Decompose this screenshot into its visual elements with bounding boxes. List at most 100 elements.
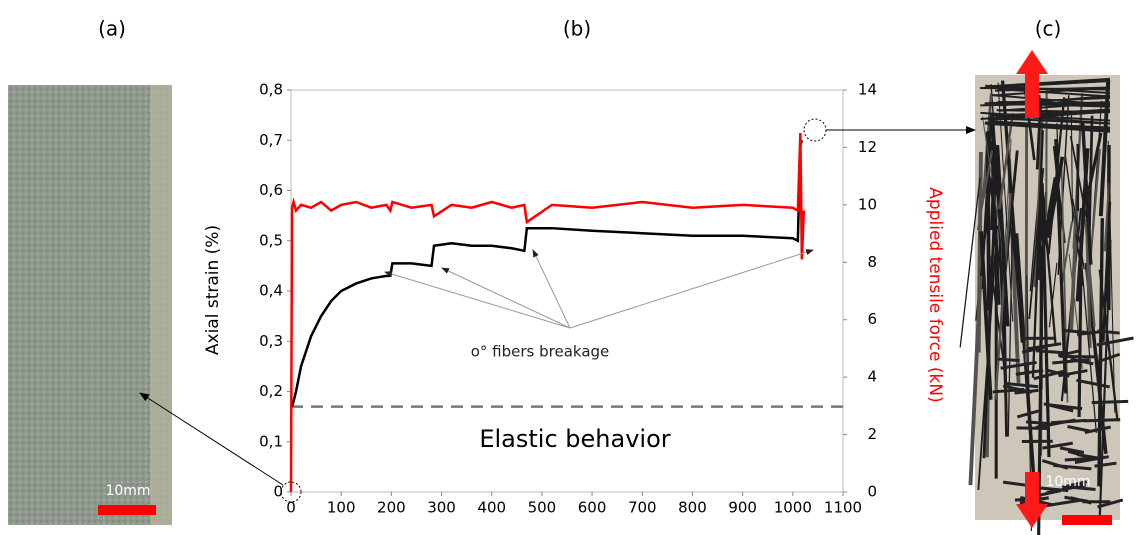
fiber (1070, 496, 1092, 505)
fiber (998, 113, 1014, 210)
y-tick-label: 0,5 (259, 231, 283, 249)
x-tick-label: 100 (327, 499, 356, 517)
fiber (1042, 498, 1082, 508)
panel-label: (c) (1035, 17, 1062, 41)
y-tick-label: 0 (273, 483, 283, 501)
fiber (1042, 441, 1074, 450)
photo-a (8, 85, 172, 525)
y2-axis-label: Applied tensile force (kN) (925, 187, 945, 402)
fiber (1057, 349, 1080, 358)
fiber (1084, 218, 1096, 328)
fiber (980, 86, 1111, 91)
x-tick-label: 400 (477, 499, 506, 517)
y2-tick-label: 10 (858, 195, 877, 213)
x-tick-label: 700 (628, 499, 657, 517)
y-tick-label: 0,3 (259, 332, 283, 350)
y2-tick-label: 14 (858, 81, 877, 99)
y2-tick-label: 0 (867, 483, 877, 501)
highlight-circle (280, 481, 302, 503)
fiber (1016, 409, 1040, 419)
fiber (1000, 360, 1037, 370)
x-tick-label: 500 (528, 499, 557, 517)
fiber (1107, 140, 1116, 413)
arrow (139, 392, 284, 486)
y-tick-label: 0,6 (259, 181, 283, 199)
fiber (1103, 182, 1112, 252)
fiber (981, 237, 991, 401)
fiber (1033, 111, 1044, 288)
fiber (1046, 368, 1070, 378)
fiber (1072, 198, 1085, 270)
scale-label: 10mm (1045, 474, 1090, 490)
fiber (1076, 329, 1107, 336)
arrow (569, 249, 814, 329)
fiber (995, 144, 1010, 327)
fiber (1060, 221, 1073, 285)
fiber (1005, 381, 1039, 389)
fiber (990, 178, 997, 247)
fiber (984, 121, 1111, 129)
fiber (1061, 480, 1088, 489)
x-tick-label: 0 (286, 499, 296, 517)
y-tick-label: 0,1 (259, 432, 283, 450)
panel-label: (a) (98, 17, 126, 41)
fiber (1046, 483, 1087, 495)
y2-tick-label: 4 (867, 368, 877, 386)
fiber (1096, 336, 1134, 347)
x-tick-label: 300 (427, 499, 456, 517)
fiber (1054, 139, 1068, 394)
fiber (959, 177, 981, 348)
x-tick-label: 900 (728, 499, 757, 517)
scale-label: 10mm (105, 483, 150, 499)
panel-label: (b) (563, 17, 591, 41)
fiber (993, 80, 1111, 88)
series-line (290, 139, 804, 407)
fiber (999, 101, 1111, 105)
annotation: Elastic behavior (479, 425, 670, 453)
fiber (980, 111, 1111, 122)
fiber (994, 193, 1012, 400)
fiber (992, 387, 1025, 394)
fiber (1080, 121, 1093, 265)
x-tick-label: 200 (377, 499, 406, 517)
fiber (1052, 358, 1090, 365)
fiber (1035, 349, 1068, 355)
highlight-circle (803, 118, 827, 142)
y-axis-label: Axial strain (%) (203, 225, 223, 355)
fiber (1096, 352, 1121, 364)
x-tick-label: 1100 (824, 499, 862, 517)
fiber (1064, 456, 1104, 462)
x-tick-label: 800 (678, 499, 707, 517)
fiber (1040, 183, 1051, 458)
fiber (1067, 449, 1090, 459)
fiber (1091, 399, 1129, 405)
fiber (1043, 402, 1074, 413)
fiber (1014, 233, 1038, 500)
fiber (1041, 459, 1069, 470)
fiber (987, 116, 1111, 125)
fiber (1067, 425, 1090, 433)
fiber (1076, 378, 1111, 389)
fiber (980, 108, 1111, 120)
y-tick-label: 0,2 (259, 382, 283, 400)
y-tick-label: 0,4 (259, 282, 283, 300)
fiber (1014, 388, 1039, 395)
arrow (532, 249, 571, 329)
fiber (1097, 498, 1124, 509)
fiber (1084, 418, 1121, 423)
fiber (1028, 168, 1045, 320)
chart: 0 0,1 0,2 0,3 0,4 0,5 0,6 0,7 0,8 0 2 4 6 8 10 12 14 0 100… (139, 81, 976, 517)
fiber (985, 131, 991, 311)
fiber (1081, 264, 1097, 433)
series-line (289, 133, 806, 493)
fiber (968, 275, 983, 486)
fiber (1016, 426, 1051, 431)
fiber (1048, 262, 1058, 328)
fiber (1033, 369, 1066, 381)
fiber (1007, 224, 1014, 437)
fiber (1046, 156, 1065, 239)
fiber (1015, 368, 1044, 376)
fiber (1059, 446, 1085, 454)
x-tick-label: 1000 (774, 499, 812, 517)
annotation: o° fibers breakage (471, 343, 610, 361)
